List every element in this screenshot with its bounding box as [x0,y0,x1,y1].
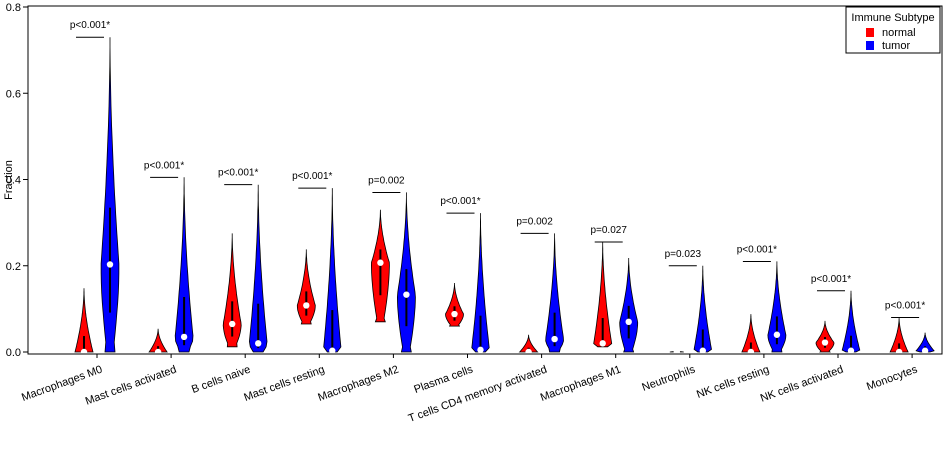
median-point-tumor [180,333,188,341]
median-point-tumor [106,261,114,268]
p-value-label: p=0.002 [516,216,553,227]
p-value-label: p<0.001* [737,244,777,255]
y-tick-label: 0.6 [6,88,21,100]
violin-tumor [174,177,194,353]
violin-tumor [323,188,342,353]
median-point-tumor [847,347,855,354]
median-point-tumor [773,331,781,338]
p-value-layer: p<0.001* p<0.001* p<0.001* p<0.001* p=0.002 p… [70,20,925,318]
median-point-tumor [921,347,929,354]
violin-normal [889,317,909,353]
y-tick-label: 0.8 [6,2,21,14]
violin-normal [741,314,761,353]
violin-normal [74,288,94,353]
median-point-normal [303,302,310,309]
p-value-label: p<0.001* [70,20,110,31]
p-value-label: p=0.002 [368,175,405,186]
p-value-label: p=0.023 [665,249,702,260]
violin-tumor [100,37,120,353]
violin-tumor [915,332,935,353]
p-value-label: p<0.001* [811,274,851,285]
median-point-tumor [625,318,632,326]
median-point-normal [821,339,829,346]
violin-tumor [471,213,490,353]
median-point-normal [229,320,236,328]
y-axis-label: Fraction [3,160,15,200]
p-value-label: p<0.001* [440,196,480,207]
violin-normal [518,334,539,353]
p-value-label: p<0.001* [885,301,925,312]
legend-title: Immune Subtype [851,12,934,24]
median-point-tumor [403,291,410,298]
median-point-tumor [551,335,558,343]
median-point-tumor [255,340,262,347]
violin-tumor [619,258,639,353]
violin-layer [74,37,935,356]
y-tick-label: 0.2 [6,261,21,273]
median-point-normal [599,340,606,347]
violin-normal [222,233,242,348]
violin-normal [445,283,464,327]
violin-normal [148,328,168,353]
legend-label-tumor: tumor [882,40,910,52]
median-point-tumor [477,346,484,354]
median-point-normal [451,310,458,318]
median-point-normal [377,259,384,266]
violin-normal [815,320,835,353]
violin-tumor [841,290,861,353]
y-tick-label: 0.0 [6,347,21,359]
violin-tumor [693,265,712,353]
median-point-tumor [699,347,706,354]
p-value-label: p<0.001* [218,168,258,179]
legend: Immune Subtype normal tumor [845,6,941,54]
legend-box [845,6,941,54]
violin-normal [593,242,613,348]
p-value-label: p<0.001* [292,171,332,182]
legend-swatch-normal [866,28,874,37]
violin-tumor [248,184,268,353]
p-value-label: p=0.027 [590,225,627,236]
p-value-label: p<0.001* [144,160,184,171]
legend-swatch-tumor [866,41,874,50]
y-tick-label: 0.4 [6,175,21,187]
violin-tumor [545,233,564,353]
legend-label-normal: normal [882,27,916,39]
plot-frame [27,5,943,355]
violin-tumor [767,261,787,353]
violin-normal [296,249,316,325]
median-point-tumor [329,347,336,354]
